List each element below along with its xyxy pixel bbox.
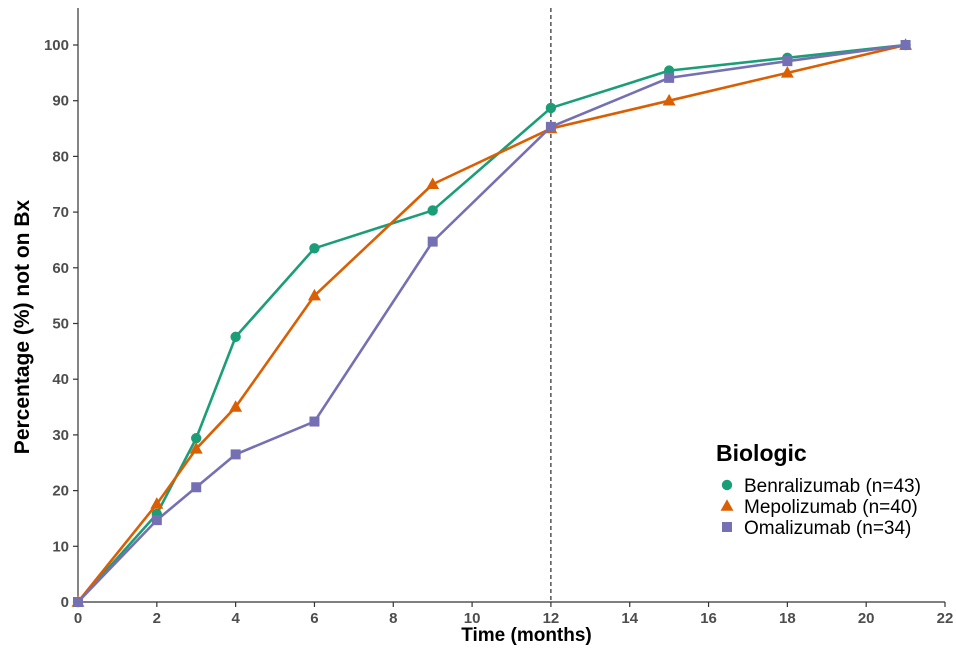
x-tick-label: 20 bbox=[858, 610, 875, 627]
x-tick-label: 16 bbox=[700, 610, 717, 627]
data-point bbox=[782, 56, 793, 67]
series-square bbox=[73, 40, 911, 607]
legend-item: Mepolizumab (n=40) bbox=[720, 497, 918, 518]
x-axis: 0 2 4 6 8 10 12 14 16 18 20 22 bbox=[74, 601, 954, 627]
y-tick-label: 50 bbox=[52, 316, 69, 333]
data-point bbox=[229, 400, 243, 412]
data-point bbox=[189, 442, 203, 454]
y-tick-label: 20 bbox=[52, 483, 69, 500]
data-point bbox=[427, 236, 438, 247]
data-point bbox=[664, 72, 675, 83]
y-tick-label: 70 bbox=[52, 204, 69, 221]
data-point bbox=[151, 515, 162, 526]
x-tick-label: 22 bbox=[937, 610, 954, 627]
data-point bbox=[73, 597, 83, 607]
data-point bbox=[662, 93, 676, 106]
y-tick-label: 60 bbox=[52, 260, 69, 277]
data-point bbox=[309, 416, 320, 427]
y-tick-label: 80 bbox=[52, 148, 69, 165]
y-axis-title: Percentage (%) not on Bx bbox=[11, 199, 34, 454]
data-point bbox=[230, 331, 241, 343]
y-tick-label: 40 bbox=[52, 371, 69, 388]
x-tick-label: 4 bbox=[231, 610, 240, 627]
x-tick-label: 14 bbox=[621, 610, 638, 627]
series-line bbox=[76, 43, 906, 603]
legend-item: Benralizumab (n=43) bbox=[721, 476, 921, 497]
data-point bbox=[545, 102, 557, 114]
legend-label: Mepolizumab (n=40) bbox=[744, 497, 918, 518]
x-tick-label: 2 bbox=[153, 610, 161, 627]
data-point bbox=[150, 497, 164, 509]
series-line bbox=[77, 43, 906, 603]
y-axis: 0 10 20 30 40 50 60 70 80 90 100 bbox=[44, 8, 79, 611]
x-axis-title: Time (months) bbox=[461, 625, 592, 646]
data-point bbox=[191, 433, 202, 444]
x-tick-label: 18 bbox=[779, 610, 796, 627]
x-tick-label: 6 bbox=[310, 610, 318, 627]
data-point bbox=[191, 482, 202, 493]
y-tick-label: 90 bbox=[52, 93, 69, 110]
y-tick-label: 10 bbox=[52, 538, 69, 555]
x-tick-label: 10 bbox=[464, 610, 481, 627]
legend-label: Omalizumab (n=34) bbox=[744, 518, 911, 539]
data-point bbox=[780, 66, 794, 78]
x-tick-label: 0 bbox=[74, 610, 82, 627]
data-point bbox=[426, 177, 440, 190]
data-point bbox=[230, 449, 241, 460]
legend: Biologic Benralizumab (n=43)Mepolizumab … bbox=[716, 440, 921, 539]
legend-key bbox=[720, 499, 734, 511]
legend-key bbox=[721, 479, 733, 491]
data-point bbox=[307, 288, 321, 301]
y-tick-label: 30 bbox=[52, 427, 69, 444]
legend-item: Omalizumab (n=34) bbox=[722, 518, 911, 539]
x-tick-label: 12 bbox=[543, 610, 560, 627]
x-tick-label: 8 bbox=[389, 610, 397, 627]
data-point bbox=[309, 243, 320, 254]
y-tick-label: 100 bbox=[44, 37, 69, 54]
legend-key bbox=[722, 522, 732, 532]
series-group bbox=[71, 38, 913, 608]
data-point bbox=[545, 121, 556, 132]
legend-title: Biologic bbox=[716, 440, 807, 466]
data-point bbox=[427, 205, 438, 216]
y-tick-label: 0 bbox=[61, 594, 69, 611]
legend-label: Benralizumab (n=43) bbox=[744, 476, 921, 497]
data-point bbox=[900, 40, 911, 50]
